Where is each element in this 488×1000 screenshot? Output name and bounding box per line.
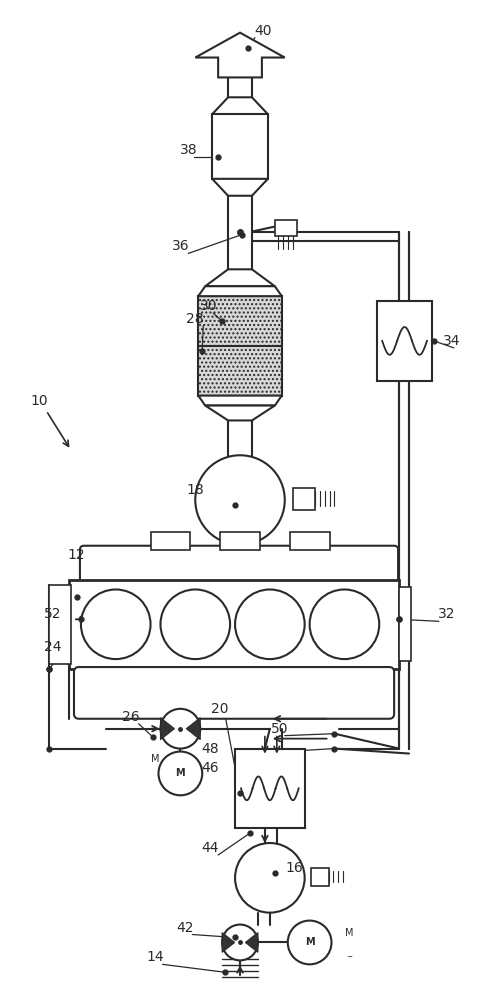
- Circle shape: [161, 589, 230, 659]
- Circle shape: [235, 843, 305, 913]
- Text: 26: 26: [122, 710, 140, 724]
- Polygon shape: [161, 718, 174, 740]
- Text: M: M: [345, 928, 354, 938]
- Text: M: M: [176, 768, 185, 778]
- Text: 30: 30: [200, 299, 217, 313]
- Bar: [69, 580, 399, 669]
- Text: 32: 32: [438, 607, 456, 621]
- Bar: [150, 532, 190, 550]
- Text: 16: 16: [286, 861, 304, 875]
- Polygon shape: [186, 718, 200, 740]
- Bar: [293, 488, 315, 510]
- Bar: [235, 749, 305, 828]
- Polygon shape: [205, 269, 275, 286]
- Polygon shape: [222, 933, 235, 952]
- Text: 10: 10: [30, 394, 48, 408]
- Polygon shape: [198, 396, 282, 406]
- Bar: [198, 296, 282, 396]
- Polygon shape: [212, 179, 268, 196]
- Bar: [220, 532, 260, 550]
- Bar: [311, 868, 328, 886]
- Text: _: _: [347, 948, 351, 957]
- Text: 14: 14: [147, 950, 164, 964]
- Bar: [290, 532, 329, 550]
- Polygon shape: [198, 286, 282, 296]
- Circle shape: [222, 925, 258, 960]
- Polygon shape: [245, 933, 258, 952]
- Text: 38: 38: [180, 143, 197, 157]
- Text: 46: 46: [202, 761, 219, 775]
- Circle shape: [309, 589, 379, 659]
- Bar: [399, 587, 411, 661]
- Bar: [49, 585, 71, 664]
- Text: 36: 36: [172, 239, 189, 253]
- Bar: [212, 114, 268, 179]
- Circle shape: [161, 709, 200, 749]
- Circle shape: [81, 589, 150, 659]
- Circle shape: [288, 921, 331, 964]
- Text: M: M: [151, 754, 160, 764]
- Circle shape: [195, 455, 285, 545]
- Circle shape: [159, 752, 202, 795]
- Text: 28: 28: [186, 312, 204, 326]
- FancyBboxPatch shape: [80, 546, 398, 584]
- Bar: [275, 220, 297, 236]
- Text: 18: 18: [186, 483, 204, 497]
- Text: 20: 20: [211, 702, 229, 716]
- Polygon shape: [205, 406, 275, 420]
- FancyBboxPatch shape: [74, 667, 394, 719]
- Text: 42: 42: [177, 921, 194, 935]
- Polygon shape: [195, 33, 285, 77]
- Text: 12: 12: [67, 548, 85, 562]
- Text: 50: 50: [271, 722, 288, 736]
- Text: 24: 24: [44, 640, 62, 654]
- Text: 52: 52: [44, 607, 62, 621]
- Circle shape: [235, 589, 305, 659]
- Text: 34: 34: [443, 334, 461, 348]
- Text: 44: 44: [202, 841, 219, 855]
- Polygon shape: [212, 97, 268, 114]
- Text: 40: 40: [254, 24, 272, 38]
- Bar: [377, 301, 432, 381]
- Text: 48: 48: [202, 742, 219, 756]
- Text: M: M: [305, 937, 314, 947]
